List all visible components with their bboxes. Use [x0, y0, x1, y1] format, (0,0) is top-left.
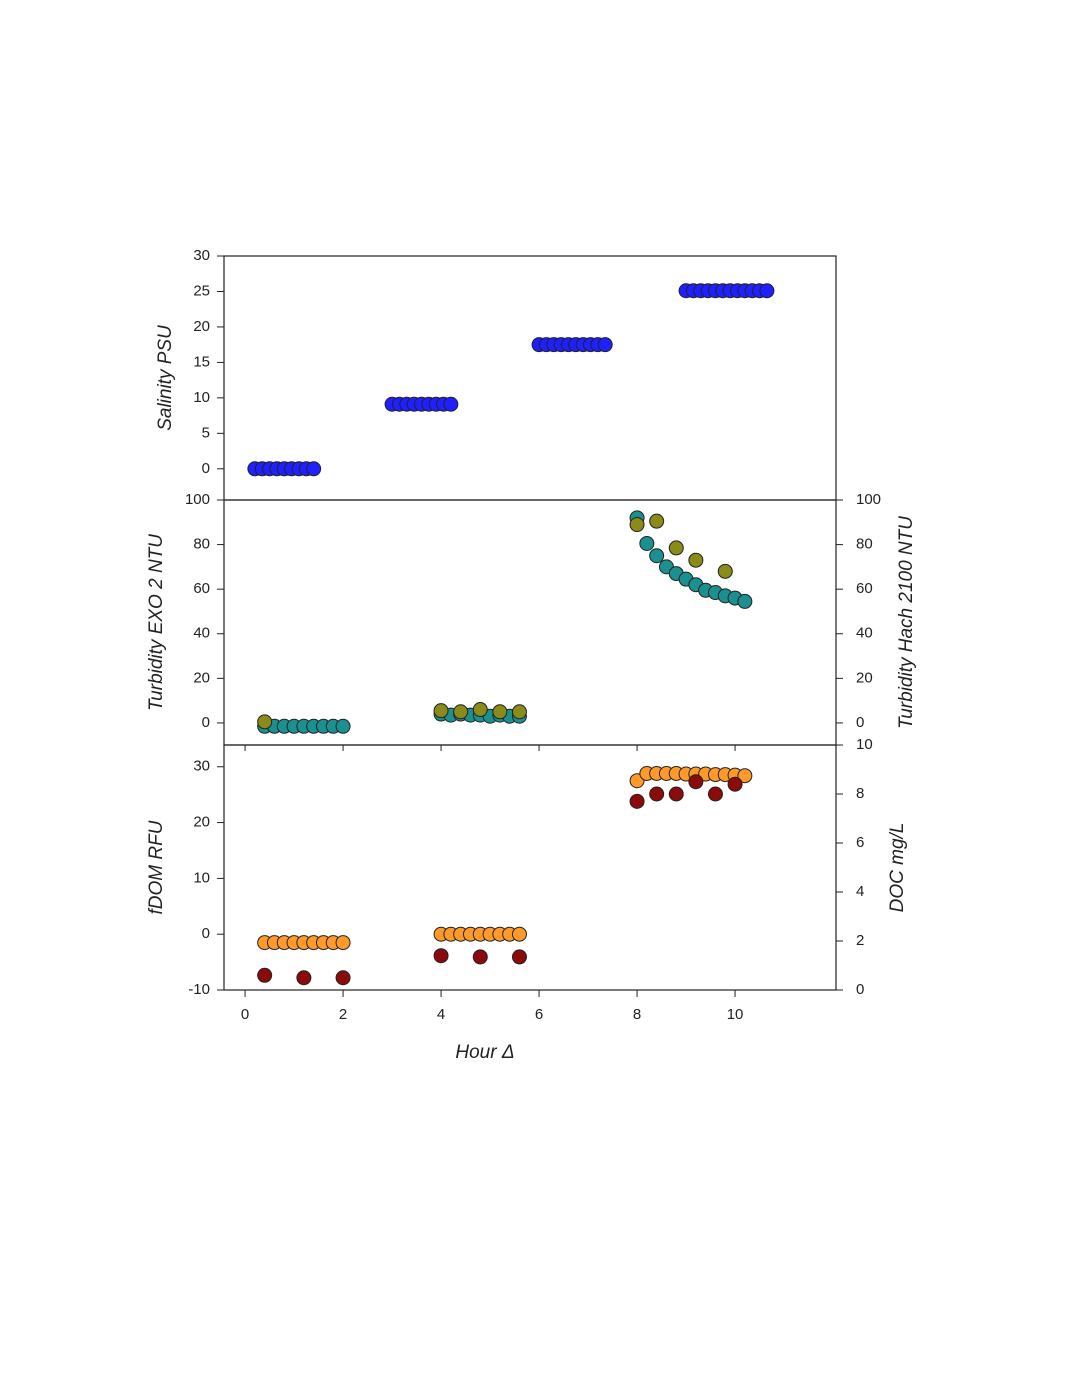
- point: [296, 970, 312, 986]
- point: [597, 337, 613, 353]
- y-tick-label: 20: [193, 318, 210, 335]
- point: [306, 461, 322, 477]
- point: [453, 704, 469, 720]
- point: [649, 513, 665, 529]
- point: [629, 517, 645, 533]
- point: [707, 786, 723, 802]
- point: [433, 703, 449, 719]
- y-tick-label: 10: [193, 389, 210, 406]
- point: [668, 786, 684, 802]
- x-tick-label: 8: [633, 1006, 641, 1023]
- y2-tick-label: 60: [856, 580, 873, 597]
- y2-axis-label: Turbidity Hach 2100 NTU: [896, 516, 917, 729]
- y2-tick-label: 100: [856, 491, 881, 508]
- y-tick-label: 30: [193, 247, 210, 264]
- point: [727, 776, 743, 792]
- y2-tick-label: 4: [856, 883, 864, 900]
- point: [433, 948, 449, 964]
- y2-tick-label: 20: [856, 669, 873, 686]
- y-tick-label: 100: [185, 491, 210, 508]
- y2-tick-label: 10: [856, 736, 873, 753]
- point: [335, 718, 351, 734]
- point: [737, 768, 753, 784]
- y2-tick-label: 8: [856, 785, 864, 802]
- plot-frame: [223, 744, 837, 991]
- y-tick-label: 80: [193, 536, 210, 553]
- y-tick-label: 60: [193, 580, 210, 597]
- y-tick-label: 0: [202, 460, 210, 477]
- y-tick-label: 20: [193, 814, 210, 831]
- x-axis-label: Hour Δ: [455, 1042, 514, 1063]
- point: [737, 593, 753, 609]
- point: [472, 702, 488, 718]
- point: [511, 949, 527, 965]
- y-tick-label: 30: [193, 758, 210, 775]
- y-tick-label: 5: [202, 424, 210, 441]
- y2-axis-label: DOC mg/L: [887, 823, 908, 913]
- y2-tick-label: 40: [856, 625, 873, 642]
- point: [717, 563, 733, 579]
- y-tick-label: 15: [193, 353, 210, 370]
- point: [629, 793, 645, 809]
- point: [472, 949, 488, 965]
- plot-frame: [223, 499, 837, 746]
- point: [335, 935, 351, 951]
- y2-tick-label: 0: [856, 981, 864, 998]
- point: [759, 283, 775, 299]
- point: [257, 967, 273, 983]
- point: [668, 540, 684, 556]
- y-tick-label: 25: [193, 282, 210, 299]
- x-tick-label: 10: [727, 1006, 744, 1023]
- y-axis-label: Turbidity EXO 2 NTU: [146, 534, 167, 711]
- point: [257, 714, 273, 730]
- point: [511, 704, 527, 720]
- point: [688, 552, 704, 568]
- y2-tick-label: 80: [856, 536, 873, 553]
- point: [688, 774, 704, 790]
- x-tick-label: 2: [339, 1006, 347, 1023]
- point: [443, 396, 459, 412]
- point: [492, 704, 508, 720]
- point: [335, 970, 351, 986]
- point: [649, 548, 665, 564]
- x-tick-label: 6: [535, 1006, 543, 1023]
- point: [511, 926, 527, 942]
- point: [639, 535, 655, 551]
- y-tick-label: -10: [188, 981, 210, 998]
- x-tick-label: 4: [437, 1006, 445, 1023]
- y-axis-label: fDOM RFU: [146, 820, 167, 914]
- y-tick-label: 10: [193, 869, 210, 886]
- point: [649, 786, 665, 802]
- y2-tick-label: 2: [856, 932, 864, 949]
- y-axis-label: Salinity PSU: [155, 325, 176, 431]
- y-tick-label: 40: [193, 625, 210, 642]
- x-tick-label: 0: [241, 1006, 249, 1023]
- y-tick-label: 0: [202, 714, 210, 731]
- y-tick-label: 20: [193, 669, 210, 686]
- y-tick-label: 0: [202, 925, 210, 942]
- y2-tick-label: 0: [856, 714, 864, 731]
- y2-tick-label: 6: [856, 834, 864, 851]
